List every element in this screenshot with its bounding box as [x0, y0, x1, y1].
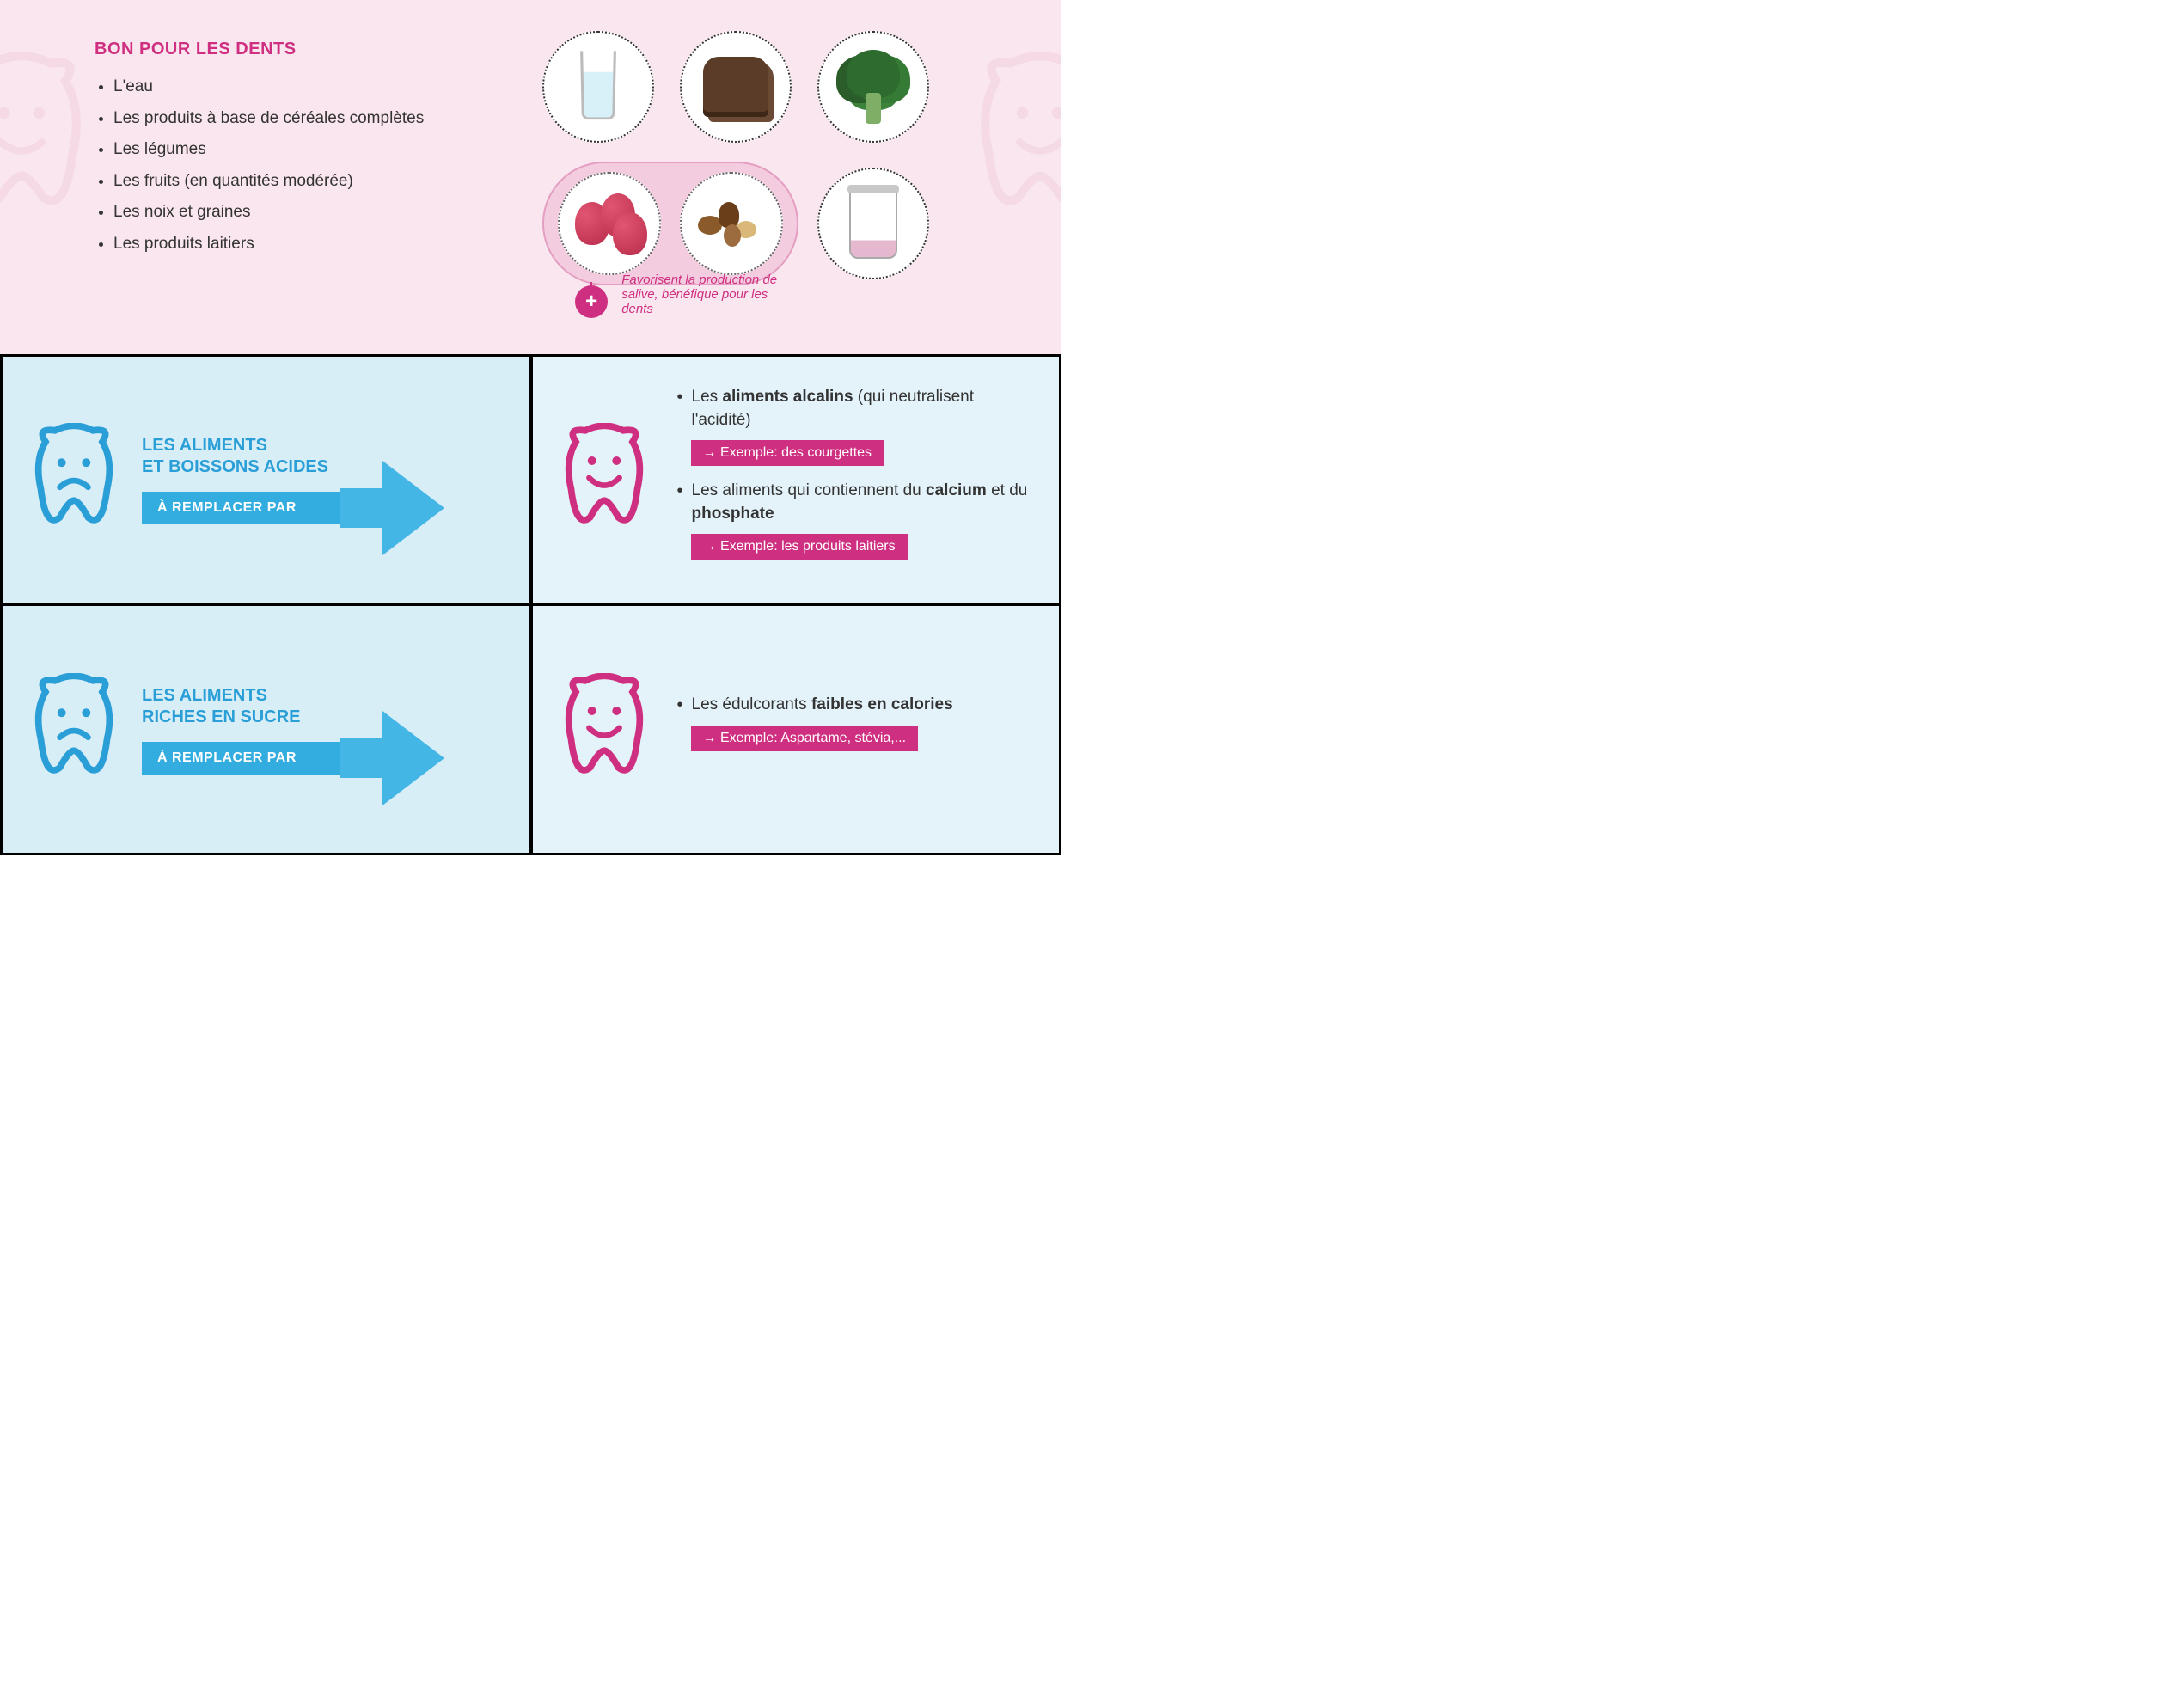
water-glass-icon: [542, 31, 654, 143]
raspberries-icon: [558, 172, 661, 275]
sugary-foods-cell: LES ALIMENTS RICHES EN SUCRE À REMPLACER…: [0, 604, 531, 854]
plus-icon: +: [575, 285, 608, 318]
sugary-replacement-cell: Les édulcorants faibles en calories Exem…: [531, 604, 1062, 854]
wholegrain-bread-icon: [680, 31, 792, 143]
yogurt-jar-icon: [817, 168, 929, 279]
acidic-foods-cell: LES ALIMENTS ET BOISSONS ACIDES À REMPLA…: [0, 354, 531, 604]
list-item: L'eau: [113, 75, 534, 100]
good-foods-list: L'eau Les produits à base de céréales co…: [95, 75, 534, 256]
food-icons-grid: + Favorisent la production de salive, bé…: [534, 31, 1015, 328]
acidic-title: LES ALIMENTS ET BOISSONS ACIDES: [142, 435, 504, 478]
arrow-icon: [382, 711, 444, 805]
arrow-icon: [382, 461, 444, 555]
list-item: Les produits laitiers: [113, 232, 534, 257]
sad-tooth-icon: [27, 423, 121, 536]
replace-label: À REMPLACER PAR: [142, 492, 382, 524]
replace-label: À REMPLACER PAR: [142, 742, 382, 775]
list-item: Les noix et graines: [113, 200, 534, 225]
replacement-item: Les édulcorants faibles en calories: [677, 694, 1034, 717]
list-item: Les fruits (en quantités modérée): [113, 169, 534, 194]
good-for-teeth-section: BON POUR LES DENTS L'eau Les produits à …: [0, 0, 1061, 354]
happy-tooth-icon: [557, 673, 652, 787]
list-item: Les légumes: [113, 138, 534, 162]
example-tag: Exemple: les produits laitiers: [691, 534, 908, 560]
sad-tooth-icon: [27, 673, 121, 787]
mixed-nuts-icon: [680, 172, 783, 275]
example-tag: Exemple: Aspartame, stévia,...: [691, 726, 919, 751]
sugary-title: LES ALIMENTS RICHES EN SUCRE: [142, 685, 504, 728]
example-tag: Exemple: des courgettes: [691, 440, 884, 466]
broccoli-icon: [817, 31, 929, 143]
replacement-item: Les aliments alcalins (qui neutralisent …: [677, 386, 1034, 432]
happy-tooth-icon: [557, 423, 652, 536]
saliva-promoting-group: + Favorisent la production de salive, bé…: [542, 162, 798, 285]
replacement-grid: LES ALIMENTS ET BOISSONS ACIDES À REMPLA…: [0, 354, 1061, 855]
acidic-replacement-cell: Les aliments alcalins (qui neutralisent …: [531, 354, 1062, 604]
replacement-item: Les aliments qui contiennent du calcium …: [677, 480, 1034, 525]
saliva-note-text: Favorisent la production de salive, béné…: [621, 273, 797, 316]
decorative-tooth-left: [0, 52, 95, 224]
list-item: Les produits à base de céréales complète…: [113, 107, 534, 132]
good-title: BON POUR LES DENTS: [95, 40, 534, 59]
